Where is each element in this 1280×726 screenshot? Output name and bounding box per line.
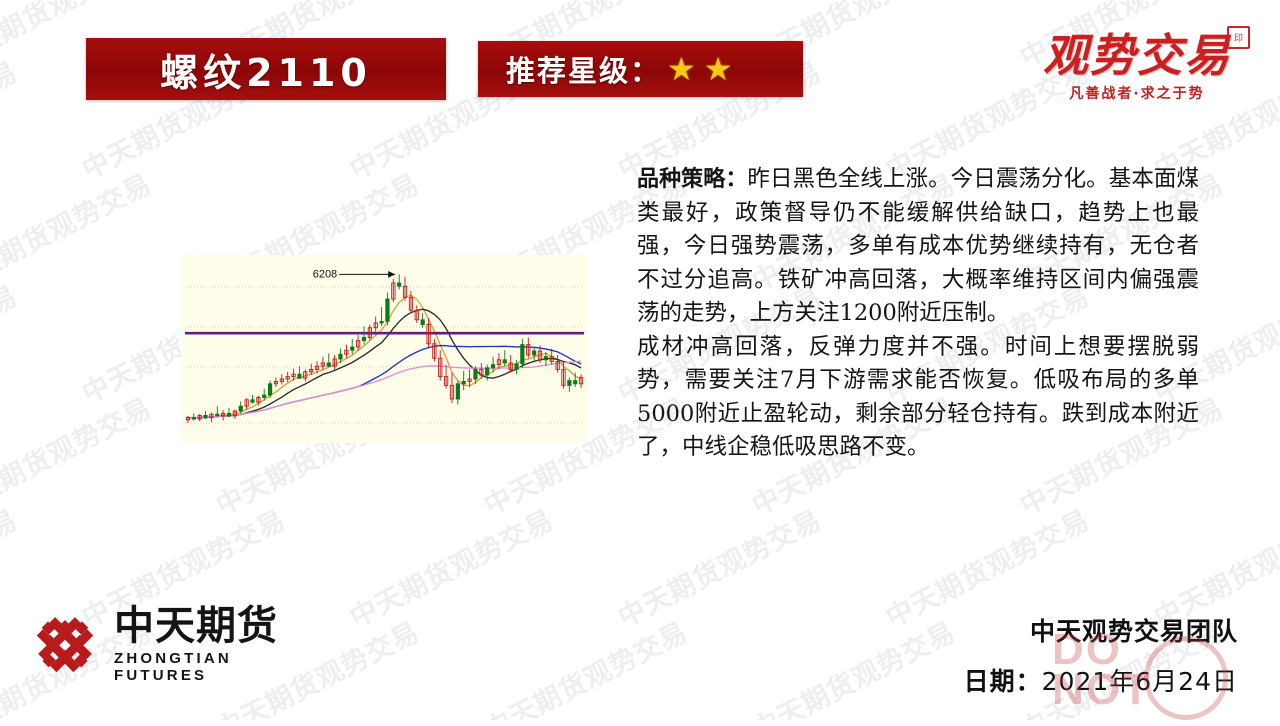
watermark-text: 中天期货观势交易 <box>0 392 157 522</box>
watermark-text: 中天期货观势交易 <box>479 616 693 720</box>
company-logo: 中天期货 ZHONGTIAN FUTURES <box>28 598 290 690</box>
rating-banner: 推荐星级： ★ ★ <box>478 41 803 97</box>
watermark-text: 中天期货观势交易 <box>0 168 157 298</box>
company-name-cn: 中天期货 <box>114 602 278 649</box>
price-chart: 6208 <box>181 255 588 443</box>
date-value: 2021年6月24日 <box>1041 667 1238 696</box>
contract-title: 螺纹2110 <box>160 50 372 95</box>
price-annotation-label: 6208 <box>313 268 337 280</box>
watermark-text: 中天期货观势交易 <box>0 280 23 410</box>
chart-gridlines <box>185 286 584 424</box>
date-label: 日期： <box>963 667 1042 696</box>
commentary-paragraph-2: 成材冲高回落，反弹力度并不强。时间上想要摆脱弱势，需要关注7月下游需求能否恢复。… <box>637 333 1199 461</box>
brand-logo-slogan: 凡善战者·求之于势 <box>1069 86 1205 102</box>
contract-title-banner: 螺纹2110 <box>86 38 446 100</box>
star-icon: ★ <box>703 51 733 87</box>
commentary-paragraph-1: 品种策略：昨日黑色全线上涨。今日震荡分化。基本面煤类最好，政策督导仍不能缓解供给… <box>637 163 1199 331</box>
header: 螺纹2110 推荐星级： ★ ★ <box>0 0 1280 125</box>
chart-reference-lines <box>185 331 584 335</box>
candlestick-chart-svg: 6208 <box>181 255 588 443</box>
footer-meta: 中天观势交易团队 日期：2021年6月24日 <box>964 612 1238 698</box>
company-name-en: ZHONGTIAN FUTURES <box>114 649 232 684</box>
rating-label: 推荐星级： <box>506 54 662 88</box>
rating-stars: ★ ★ <box>667 53 732 85</box>
watermark-text: 中天期货观势交易 <box>747 616 961 720</box>
watermark-text: 中天期货观势交易 <box>0 504 23 634</box>
company-logo-text: 中天期货 ZHONGTIAN FUTURES <box>114 605 290 684</box>
brand-logo: 印 观势交易 凡善战者·求之于势 <box>1022 22 1252 114</box>
commentary-lead-label: 品种策略： <box>637 167 748 192</box>
team-name: 中天观势交易团队 <box>1029 617 1238 646</box>
knot-logo-icon <box>13 592 118 697</box>
chart-candles <box>185 274 584 423</box>
seal-icon: 印 <box>1227 26 1250 49</box>
chart-annotation: 6208 <box>313 268 396 280</box>
watermark-text: 中天期货观势交易 <box>613 504 827 634</box>
date-line: 日期：2021年6月24日 <box>964 662 1238 698</box>
commentary-text-1: 昨日黑色全线上涨。今日震荡分化。基本面煤类最好，政策督导仍不能缓解供给缺口，趋势… <box>637 166 1199 326</box>
star-icon: ★ <box>667 51 696 87</box>
commentary-block: 品种策略：昨日黑色全线上涨。今日震荡分化。基本面煤类最好，政策督导仍不能缓解供给… <box>637 163 1199 465</box>
brand-logo-main: 观势交易 <box>1042 29 1231 82</box>
watermark-text: 中天期货观势交易 <box>345 504 559 634</box>
